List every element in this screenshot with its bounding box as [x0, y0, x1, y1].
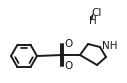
Text: O: O	[64, 61, 72, 71]
Text: H: H	[89, 16, 97, 26]
Text: O: O	[64, 39, 72, 49]
Text: NH: NH	[102, 41, 117, 51]
Text: Cl: Cl	[91, 8, 101, 18]
